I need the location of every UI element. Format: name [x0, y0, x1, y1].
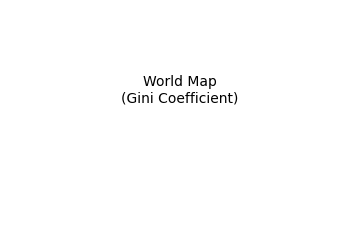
Text: World Map
(Gini Coefficient): World Map (Gini Coefficient)	[121, 75, 239, 105]
